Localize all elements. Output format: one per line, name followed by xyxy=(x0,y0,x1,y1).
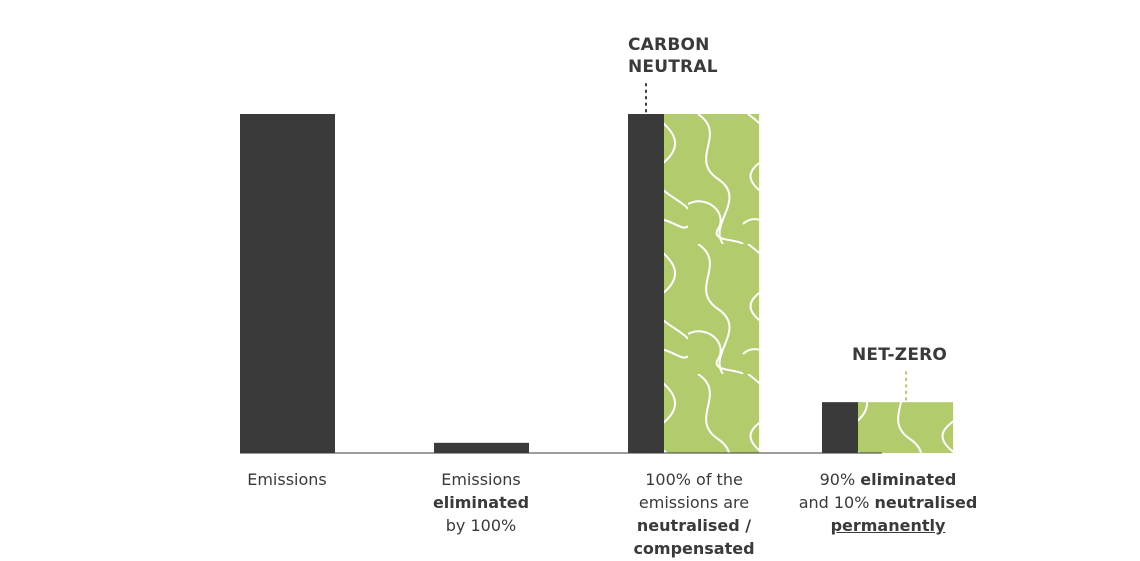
category-label-segment: 90% xyxy=(819,470,861,489)
category-label-segment: eliminated xyxy=(432,493,530,512)
category-label-line: eliminated xyxy=(381,491,581,514)
bar-neutralised-3 xyxy=(858,402,953,453)
category-label-segment: Emissions xyxy=(441,470,521,489)
category-label-0: Emissions xyxy=(187,468,387,491)
bar-emissions-0 xyxy=(240,114,335,453)
category-label-line: by 100% xyxy=(381,514,581,537)
category-label-line: compensated xyxy=(594,537,794,560)
bar-emissions-3 xyxy=(822,402,858,453)
category-label-2: 100% of the emissions are neutralised / com… xyxy=(594,468,794,560)
category-label-line: Emissions xyxy=(187,468,387,491)
category-label-line: 100% of the xyxy=(594,468,794,491)
category-label-line: and 10% neutralised xyxy=(788,491,988,514)
annotation-line-text: NEUTRAL xyxy=(628,57,718,77)
annotation-line-text: NET-ZERO xyxy=(852,345,948,366)
annotation-line-text: CARBON xyxy=(628,35,710,55)
category-label-segment: Emissions xyxy=(247,470,327,489)
bar-neutralised-2 xyxy=(664,114,759,453)
bar-emissions-2 xyxy=(628,114,664,453)
annotation-lines-group xyxy=(645,83,907,402)
bars-group xyxy=(240,114,953,453)
category-label-line: 90% eliminated xyxy=(788,468,988,491)
annotation-0: CARBON NEUTRAL xyxy=(628,34,718,78)
category-label-segment: compensated xyxy=(633,539,755,558)
category-label-3: 90% eliminated and 10% neutralised permane… xyxy=(788,468,988,537)
bar-emissions-1 xyxy=(434,442,529,453)
category-label-segment: neutralised / xyxy=(636,516,752,535)
category-label-1: Emissions eliminated by 100% xyxy=(381,468,581,537)
category-label-line: emissions are xyxy=(594,491,794,514)
category-label-segment: eliminated xyxy=(860,470,957,489)
category-label-segment: 100% of the xyxy=(645,470,743,489)
category-label-line: permanently xyxy=(788,514,988,537)
category-label-segment: permanently xyxy=(830,516,946,535)
annotation-1: NET-ZERO xyxy=(852,344,947,366)
category-label-line: Emissions xyxy=(381,468,581,491)
category-label-segment: emissions are xyxy=(638,493,750,512)
category-label-segment: by 100% xyxy=(445,516,517,535)
category-label-segment: and 10% xyxy=(798,493,875,512)
category-label-line: neutralised / xyxy=(594,514,794,537)
category-label-segment: neutralised xyxy=(874,493,978,512)
